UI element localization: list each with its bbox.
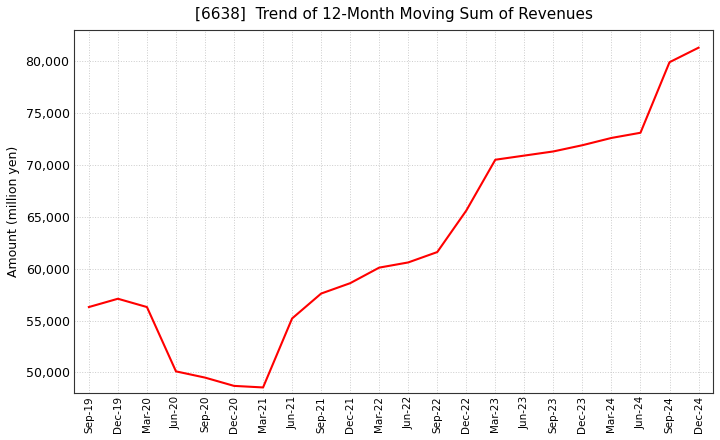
Y-axis label: Amount (million yen): Amount (million yen)	[7, 146, 20, 277]
Title: [6638]  Trend of 12-Month Moving Sum of Revenues: [6638] Trend of 12-Month Moving Sum of R…	[194, 7, 593, 22]
